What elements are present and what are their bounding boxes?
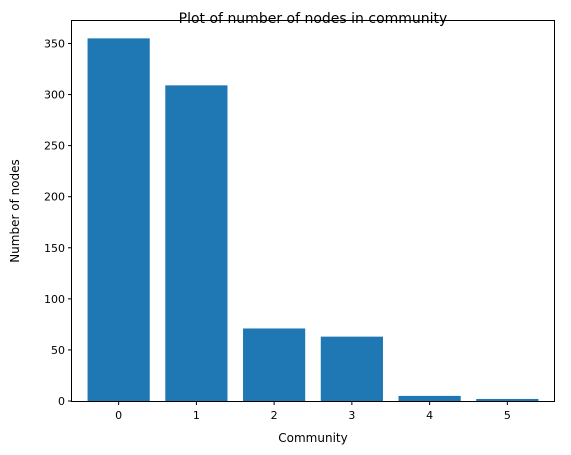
- x-tick-label: 5: [504, 409, 511, 422]
- y-tick-label: 100: [44, 293, 65, 306]
- bars-group: [88, 38, 539, 401]
- x-tick-label: 2: [271, 409, 278, 422]
- chart-title: Plot of number of nodes in community: [179, 11, 448, 27]
- y-tick-label: 150: [44, 242, 65, 255]
- bar-community-0: [88, 38, 150, 401]
- y-tick-label: 200: [44, 191, 65, 204]
- x-axis-label: Community: [278, 431, 347, 445]
- y-tick-label: 300: [44, 89, 65, 102]
- x-tick-label: 0: [115, 409, 122, 422]
- y-axis-ticks: 0 50 100 150 200 250 300 350: [44, 37, 72, 408]
- x-tick-label: 4: [426, 409, 433, 422]
- y-axis-label: Number of nodes: [8, 159, 22, 263]
- x-tick-label: 1: [193, 409, 200, 422]
- y-tick-label: 50: [51, 344, 65, 357]
- y-tick-label: 0: [58, 395, 65, 408]
- bar-community-3: [321, 337, 383, 401]
- x-axis-ticks: 0 1 2 3 4 5: [115, 401, 511, 422]
- bar-community-4: [399, 396, 461, 401]
- bar-community-5: [476, 399, 538, 401]
- bar-community-2: [243, 328, 305, 401]
- x-tick-label: 3: [348, 409, 355, 422]
- y-tick-label: 250: [44, 140, 65, 153]
- bar-community-1: [165, 85, 227, 401]
- y-tick-label: 350: [44, 37, 65, 50]
